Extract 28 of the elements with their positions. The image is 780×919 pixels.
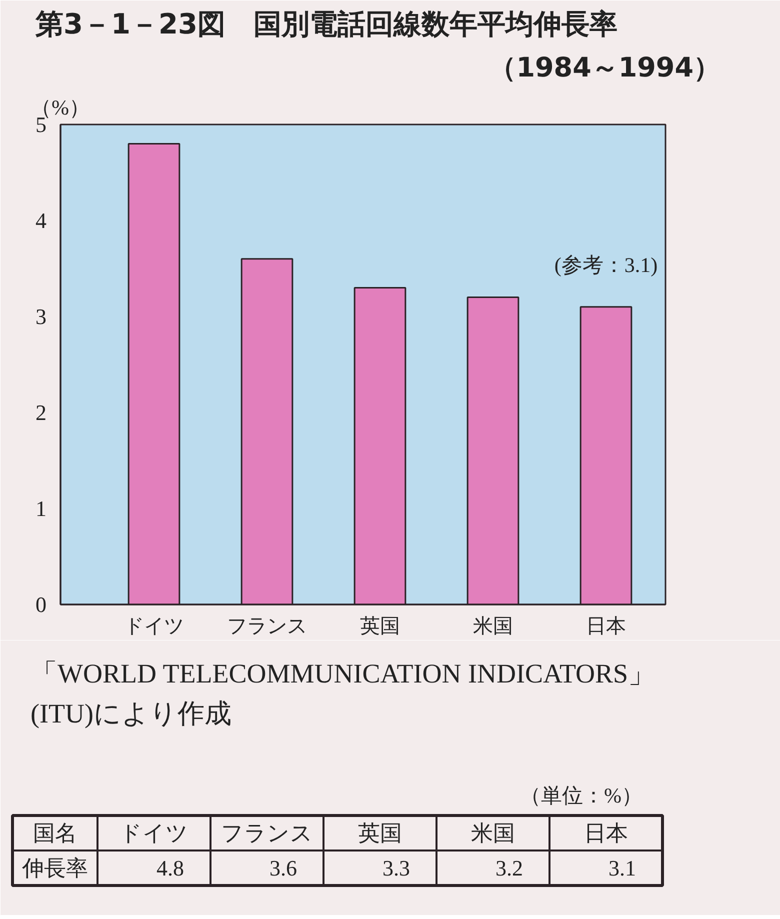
y-tick-label: 3 <box>36 304 46 329</box>
y-tick-label: 0 <box>36 592 46 617</box>
data-label: 3.6 <box>270 856 297 880</box>
x-tick-label: 英国 <box>360 616 400 638</box>
category-label: 米国 <box>471 820 515 846</box>
category-label: フランス <box>221 820 313 846</box>
x-tick-label: ドイツ <box>124 616 184 638</box>
chart-title: 第3－1－23図 国別電話回線数年平均伸長率 <box>34 8 618 40</box>
text: （単位：%） <box>520 784 643 808</box>
text: 伸長率 <box>21 856 88 880</box>
text: (ITU)により作成 <box>30 698 232 728</box>
x-tick-label: 米国 <box>473 616 513 638</box>
y-tick-label: 1 <box>36 496 46 521</box>
category-label: 英国 <box>358 820 402 846</box>
y-tick-label: 4 <box>36 208 46 233</box>
y-tick-label: 2 <box>36 400 46 425</box>
text: 「WORLD TELECOMMUNICATION INDICATORS」 <box>30 658 655 688</box>
x-tick-label: 日本 <box>586 616 626 638</box>
text: 国名 <box>33 820 77 846</box>
data-label: 3.2 <box>496 856 523 880</box>
chart-subtitle: （1984～1994） <box>489 52 721 84</box>
category-label: ドイツ <box>120 820 188 846</box>
data-label: 3.1 <box>608 856 636 880</box>
data-label: 4.8 <box>156 856 184 880</box>
annotation: (参考：3.1) <box>554 252 658 277</box>
data-label: 3.3 <box>382 856 410 880</box>
category-label: 日本 <box>584 820 628 846</box>
x-tick-label: フランス <box>227 616 307 638</box>
